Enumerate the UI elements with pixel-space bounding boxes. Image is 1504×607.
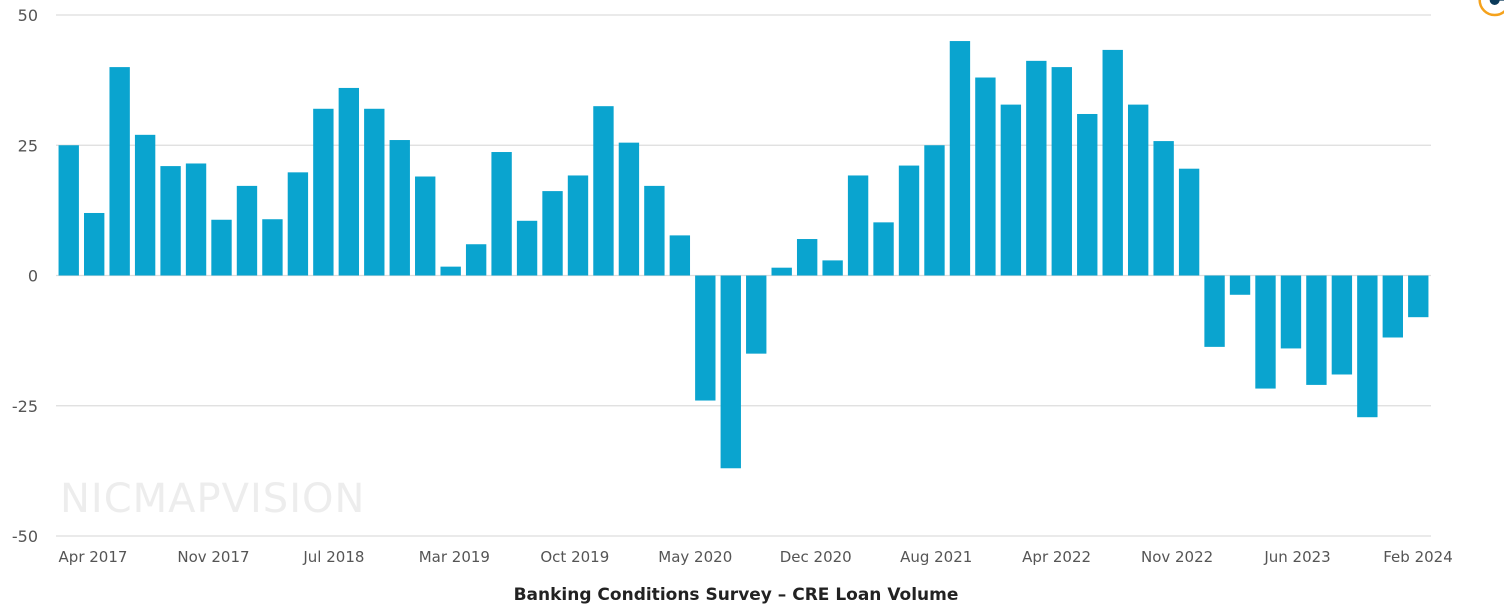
y-tick-label: -50 [12, 527, 38, 546]
bar [465, 244, 487, 276]
bar [1382, 275, 1403, 338]
x-tick-label: May 2020 [658, 548, 732, 566]
x-tick-label: Feb 2024 [1383, 548, 1453, 566]
bar [211, 219, 232, 276]
bar [644, 185, 665, 276]
bar [822, 260, 843, 276]
bar [1331, 275, 1353, 375]
bar [1229, 275, 1251, 295]
x-tick-label: Apr 2017 [59, 548, 128, 566]
bar [1077, 113, 1098, 276]
x-tick-label: Nov 2022 [1141, 548, 1213, 566]
bar [618, 142, 640, 276]
bar [389, 140, 410, 276]
bar [1127, 104, 1149, 276]
bar [185, 163, 207, 276]
bar [593, 106, 614, 276]
bar [1153, 141, 1174, 276]
x-tick-label: Dec 2020 [780, 548, 852, 566]
y-tick-label: 50 [18, 6, 38, 25]
bar [415, 176, 436, 276]
bar [262, 219, 283, 276]
bar [109, 67, 130, 276]
bar [1357, 275, 1378, 418]
bar [236, 185, 258, 276]
x-tick-label: Jun 2023 [1263, 548, 1330, 566]
x-tick-label: Nov 2017 [177, 548, 249, 566]
bar [313, 108, 334, 276]
bar [542, 191, 563, 276]
bar [491, 152, 512, 276]
bar [1306, 275, 1327, 385]
y-tick-label: -25 [12, 397, 38, 416]
bar [975, 77, 996, 276]
bar [1026, 60, 1047, 276]
bar [516, 220, 538, 276]
bar [84, 212, 105, 276]
bar [898, 165, 920, 276]
bar [720, 275, 741, 469]
bar [58, 145, 79, 276]
x-axis-label: Banking Conditions Survey – CRE Loan Vol… [514, 585, 959, 605]
bar [134, 134, 156, 276]
x-tick-label: Mar 2019 [419, 548, 490, 566]
bar [746, 275, 767, 354]
bar [1255, 275, 1276, 389]
bar [695, 275, 716, 401]
x-tick-label: Apr 2022 [1022, 548, 1091, 566]
x-tick-label: Aug 2021 [900, 548, 972, 566]
bar [160, 166, 181, 276]
bar [1178, 168, 1200, 276]
bar [1000, 104, 1022, 276]
bar [287, 172, 309, 276]
bar [567, 175, 589, 276]
grid-lines [56, 14, 1431, 537]
y-axis-ticks: 50 25 0 -25 -50 [12, 6, 38, 546]
y-tick-label: 25 [18, 136, 38, 155]
x-tick-label: Jul 2018 [302, 548, 364, 566]
bar [440, 266, 461, 276]
bar [364, 108, 385, 276]
bar [873, 222, 894, 276]
bars-group [58, 41, 1429, 469]
y-tick-label: 0 [28, 267, 38, 286]
bar [924, 145, 945, 276]
bar [847, 175, 869, 276]
highlight-marker [1478, 0, 1504, 17]
x-tick-label: Oct 2019 [540, 548, 609, 566]
bar [1204, 275, 1225, 347]
bar [1280, 275, 1302, 349]
bar [669, 235, 691, 276]
bar [1408, 275, 1429, 318]
bar [796, 239, 818, 276]
bar [771, 267, 792, 276]
bar [1051, 67, 1072, 276]
bar [1102, 49, 1123, 276]
highlight-dot [1489, 0, 1500, 5]
bar [949, 41, 971, 276]
bar [338, 87, 360, 276]
watermark: NICMAPVISION [60, 476, 365, 522]
x-axis-ticks: Apr 2017 Nov 2017 Jul 2018 Mar 2019 Oct 2019… [59, 548, 1453, 566]
